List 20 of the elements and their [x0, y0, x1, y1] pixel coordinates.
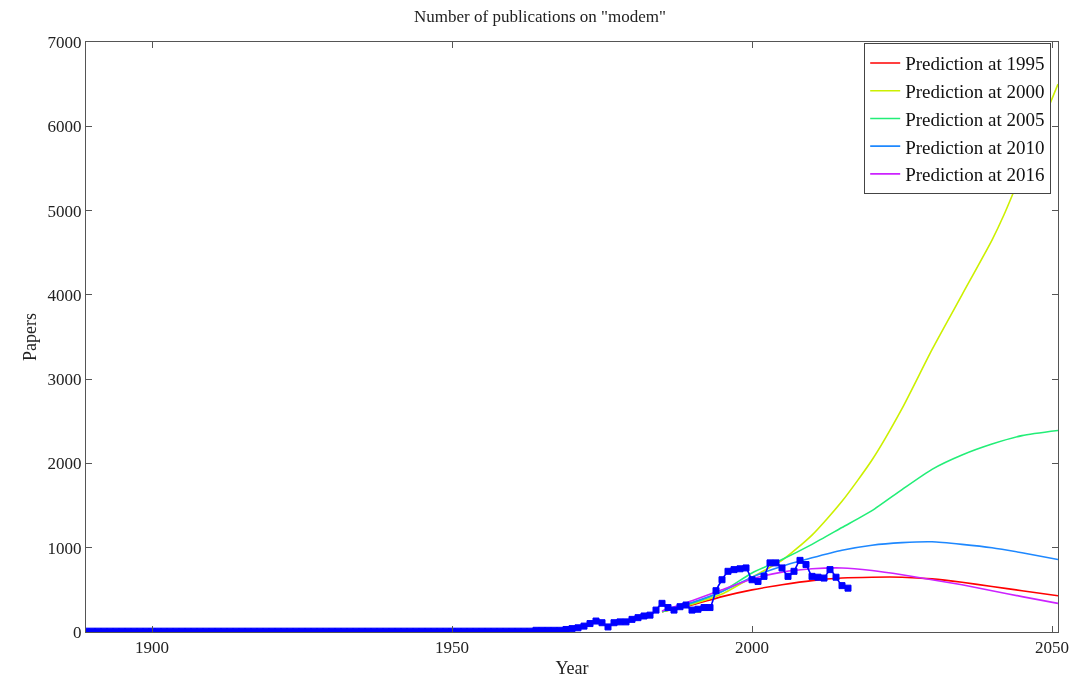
legend-label: Prediction at 1995 — [905, 53, 1045, 75]
y-tick-label: 3000 — [47, 370, 82, 390]
y-tick-label: 7000 — [47, 32, 82, 52]
legend-label: Prediction at 2016 — [905, 164, 1045, 186]
y-tick-label: 5000 — [47, 201, 82, 221]
legend-label: Prediction at 2010 — [905, 136, 1045, 158]
y-axis-title: Papers — [19, 313, 40, 361]
y-tick-label: 4000 — [47, 285, 82, 305]
y-tick-label: 2000 — [47, 454, 82, 474]
x-tick-label: 2000 — [735, 638, 769, 658]
chart-title: Number of publications on "modem" — [414, 7, 666, 27]
legend-label: Prediction at 2000 — [905, 81, 1045, 103]
y-tick-label: 0 — [73, 622, 82, 642]
y-tick-label: 1000 — [47, 538, 82, 558]
x-axis-title: Year — [555, 657, 589, 678]
y-tick-label: 6000 — [47, 117, 82, 137]
x-tick-label: 2050 — [1035, 638, 1069, 658]
x-tick-label: 1950 — [435, 638, 469, 658]
x-tick-label: 1900 — [135, 638, 169, 658]
legend-label: Prediction at 2005 — [905, 108, 1045, 130]
